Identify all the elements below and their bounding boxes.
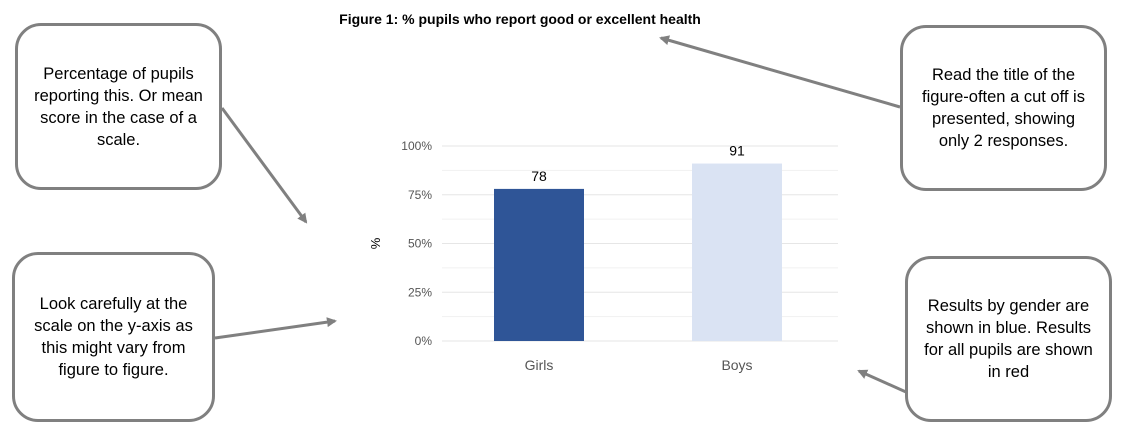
- y-tick-label: 25%: [408, 285, 432, 299]
- arrow-scale: [214, 317, 337, 340]
- y-axis-ticks: 0% 25% 50% 75% 100%: [401, 139, 432, 348]
- x-category-label: Girls: [525, 357, 554, 373]
- x-category-label: Boys: [721, 357, 752, 373]
- arrow-gender: [857, 369, 907, 394]
- chart-data-labels: 78 91: [531, 143, 745, 184]
- y-axis-label: %: [368, 237, 383, 249]
- callout-percentage: Percentage of pupils reporting this. Or …: [15, 23, 222, 190]
- chart-bars: [494, 163, 782, 341]
- callout-scale-text: Look carefully at the scale on the y-axi…: [34, 295, 193, 379]
- bar-girls: [494, 188, 584, 341]
- callout-percentage-text: Percentage of pupils reporting this. Or …: [34, 64, 203, 149]
- y-tick-label: 50%: [408, 237, 432, 251]
- arrow-title: [659, 35, 901, 109]
- arrow-percentage: [220, 107, 308, 224]
- data-label: 78: [531, 168, 547, 184]
- figure-title: Figure 1: % pupils who report good or ex…: [339, 11, 701, 27]
- y-tick-label: 100%: [401, 139, 432, 153]
- bar-boys: [692, 163, 782, 341]
- callout-y-axis-scale: Look carefully at the scale on the y-axi…: [12, 252, 215, 422]
- bar-chart: 0% 25% 50% 75% 100% % 78 91 Girls Boys: [368, 139, 838, 373]
- callout-gender-text: Results by gender are shown in blue. Res…: [924, 297, 1093, 381]
- callout-read-title: Read the title of the figure-often a cut…: [900, 25, 1107, 191]
- x-axis-categories: Girls Boys: [525, 357, 753, 373]
- callout-title-text: Read the title of the figure-often a cut…: [922, 66, 1085, 150]
- y-tick-label: 0%: [415, 334, 433, 348]
- data-label: 91: [729, 143, 745, 159]
- y-tick-label: 75%: [408, 188, 432, 202]
- callout-gender-colors: Results by gender are shown in blue. Res…: [905, 256, 1112, 422]
